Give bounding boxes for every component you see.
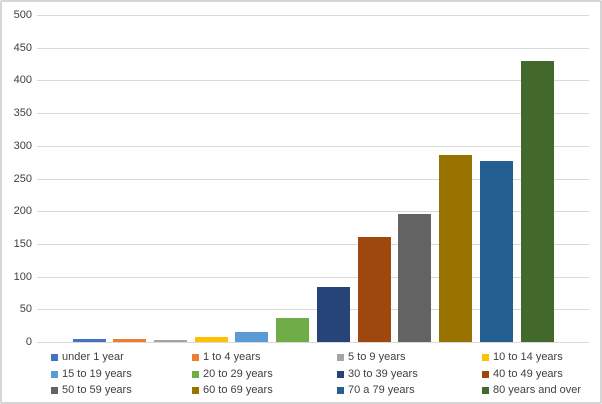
legend-label: 60 to 69 years	[203, 384, 273, 396]
legend-label: under 1 year	[62, 351, 124, 363]
y-axis-tick-label: 250	[13, 172, 32, 185]
legend-swatch-icon	[51, 370, 58, 378]
bar-50-to-59-years[interactable]	[398, 213, 432, 343]
gridline	[37, 342, 589, 343]
legend-swatch-icon	[337, 354, 344, 361]
bar-10-to-14-years[interactable]	[194, 337, 228, 343]
legend-swatch-icon	[192, 370, 199, 378]
gridline	[37, 211, 589, 213]
gridline	[37, 276, 589, 278]
legend-swatch-icon	[192, 354, 199, 361]
gridline	[37, 309, 589, 311]
legend-item-30-to-39-years[interactable]: 30 to 39 years	[337, 368, 418, 381]
legend-swatch-icon	[482, 354, 489, 361]
legend-item-under-1-year[interactable]: under 1 year	[51, 351, 124, 364]
legend-swatch-icon	[482, 387, 489, 394]
legend-item-80-years-and-over[interactable]: 80 years and over	[482, 384, 581, 397]
gridline	[37, 15, 589, 16]
legend-label: 20 to 29 years	[203, 367, 273, 380]
bar-15-to-19-years[interactable]	[235, 332, 269, 343]
bar-1-to-4-years[interactable]	[113, 339, 147, 343]
y-axis-tick-label: 450	[13, 41, 32, 54]
legend-item-60-to-69-years[interactable]: 60 to 69 years	[192, 384, 273, 397]
y-axis-tick-label: 0	[25, 336, 32, 348]
legend-swatch-icon	[337, 387, 344, 394]
legend-swatch-icon	[482, 370, 489, 378]
y-axis-tick-label: 200	[13, 205, 32, 218]
bar-5-to-9-years[interactable]	[153, 339, 187, 343]
legend-item-70-a-79-years[interactable]: 70 a 79 years	[337, 384, 415, 397]
legend-label: 50 to 59 years	[62, 384, 132, 396]
legend-item-1-to-4-years[interactable]: 1 to 4 years	[192, 351, 260, 364]
legend-item-40-to-49-years[interactable]: 40 to 49 years	[482, 368, 563, 381]
legend-label: 5 to 9 years	[348, 351, 406, 363]
legend-item-20-to-29-years[interactable]: 20 to 29 years	[192, 368, 273, 381]
y-axis-tick-label: 50	[19, 303, 32, 316]
gridline	[37, 145, 589, 147]
legend-item-5-to-9-years[interactable]: 5 to 9 years	[337, 351, 405, 364]
legend-label: 70 a 79 years	[348, 384, 415, 396]
legend-label: 40 to 49 years	[493, 367, 563, 380]
y-axis-tick-label: 500	[13, 9, 32, 21]
gridline	[37, 47, 589, 49]
gridline	[37, 113, 589, 115]
y-axis-tick-label: 300	[13, 139, 32, 152]
legend-item-50-to-59-years[interactable]: 50 to 59 years	[51, 384, 132, 397]
y-axis-tick-label: 400	[13, 74, 32, 87]
gridline	[37, 243, 589, 245]
bar-20-to-29-years[interactable]	[276, 317, 310, 343]
gridline	[37, 80, 589, 82]
y-axis-tick-label: 150	[13, 237, 32, 250]
legend-item-10-to-14-years[interactable]: 10 to 14 years	[482, 351, 563, 364]
gridline	[37, 178, 589, 180]
bar-30-to-39-years[interactable]	[316, 286, 350, 343]
legend-swatch-icon	[51, 387, 58, 394]
legend-label: 15 to 19 years	[62, 367, 132, 380]
legend-label: 80 years and over	[493, 384, 582, 396]
legend-swatch-icon	[51, 354, 58, 361]
legend-label: 10 to 14 years	[493, 351, 563, 363]
bar-60-to-69-years[interactable]	[439, 154, 473, 343]
legend-label: 1 to 4 years	[203, 351, 261, 363]
bar-80-years-and-over[interactable]	[520, 61, 554, 343]
legend-item-15-to-19-years[interactable]: 15 to 19 years	[51, 368, 132, 381]
legend-swatch-icon	[192, 387, 199, 394]
bar-under-1-year[interactable]	[72, 339, 106, 343]
legend-swatch-icon	[337, 370, 344, 378]
bar-40-to-49-years[interactable]	[357, 236, 391, 343]
legend-label: 30 to 39 years	[348, 367, 418, 380]
y-axis-tick-label: 100	[13, 270, 32, 283]
bar-70-a-79-years[interactable]	[479, 160, 513, 343]
y-axis-tick-label: 350	[13, 107, 32, 120]
